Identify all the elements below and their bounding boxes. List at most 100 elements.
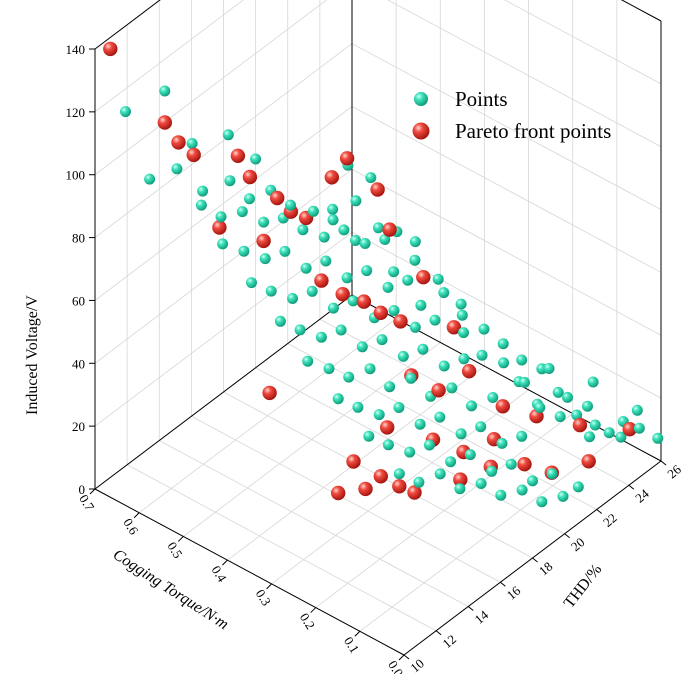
x-axis-tick [354,630,361,637]
data-point [300,262,312,274]
y-axis-tick-label: 26 [664,461,684,481]
x-axis-tick [310,607,317,613]
data-point [382,439,394,451]
x-axis-line [94,488,405,656]
x-axis-tick [133,512,140,519]
data-point [534,402,546,413]
legend-marker-pareto [412,122,430,140]
x-axis-tick [89,488,96,495]
data-point [405,372,417,384]
data-point [236,206,248,218]
data-point [487,392,499,403]
z-axis-tick-label: 80 [72,231,85,246]
x-axis-tick-label: 0.2 [297,610,318,632]
y-axis-tick-label: 16 [504,583,524,603]
pareto-point [431,383,446,398]
data-point [363,430,375,442]
data-point [456,309,468,321]
data-point [327,214,339,226]
data-point [259,253,271,265]
data-point [429,314,441,326]
data-point [294,324,306,336]
data-point [582,400,593,412]
grid-line [351,168,662,336]
data-point [438,360,450,372]
data-point [388,266,400,278]
pareto-point [256,233,271,249]
data-point [589,419,601,431]
data-point [318,231,330,243]
box-edge [94,0,161,50]
data-point [372,222,384,234]
pareto-point [572,417,588,433]
pareto-point [581,454,596,469]
x-axis-tick-label: 0.5 [164,539,185,561]
data-point [536,496,548,508]
data-point [615,431,627,443]
data-point [171,163,183,175]
data-point [445,456,457,468]
grid-line [351,106,662,273]
y-axis-tick [403,654,410,660]
x-axis-tick [266,583,272,590]
data-point [379,234,391,245]
data-point [434,468,446,480]
data-point [315,331,327,343]
data-point [557,490,569,502]
data-point [446,382,458,394]
x-axis-tick-label: 0.4 [209,563,231,585]
pareto-point [407,485,422,500]
x-axis-tick-label: 0.6 [120,515,142,537]
grid-line [351,231,662,399]
x-axis-tick-label: 0.1 [341,634,362,656]
y-axis-tick-label: 14 [472,607,492,627]
pareto-point [157,115,172,130]
data-point [478,323,490,335]
data-point [409,321,421,333]
data-point [393,402,405,413]
data-point [356,341,368,353]
y-axis-tick-label: 12 [439,631,459,651]
y-axis-tick [596,509,603,514]
y-axis-tick-label: 10 [407,656,427,674]
pareto-point [171,135,186,150]
data-point [120,106,131,118]
data-point [415,299,427,311]
y-axis-tick [500,581,506,587]
data-point [186,138,198,149]
y-axis-tick-label: 22 [600,510,620,530]
data-point [458,353,470,365]
z-axis-tick-label: 20 [72,419,85,434]
data-point [543,363,555,374]
data-point [432,273,444,285]
data-point [382,281,394,293]
pareto-point [373,469,388,484]
grid-line [504,0,662,85]
data-point [279,245,291,257]
data-point [215,211,227,223]
data-point [516,430,528,442]
x-axis-title: Cogging Torque/N·m [110,546,232,633]
data-point [341,272,353,284]
x-axis-tick [177,536,184,542]
data-point [652,432,664,444]
pareto-point [230,148,246,163]
grid-line [94,0,328,176]
grid-line [94,43,353,238]
pareto-point [262,385,277,401]
grid-line [94,0,244,113]
pareto-point [370,182,385,197]
data-point [352,401,364,413]
data-point [413,476,425,488]
data-point [475,478,487,489]
y-axis-tick [564,533,570,539]
data-point [364,363,376,375]
data-point [306,285,318,297]
pareto-point [446,320,462,335]
pareto-point [212,220,227,235]
x-axis-tick [398,654,405,661]
grid-line [94,106,353,301]
z-axis-title: Induced Voltage/V [24,295,41,415]
data-point [454,483,466,495]
data-point [552,386,564,398]
